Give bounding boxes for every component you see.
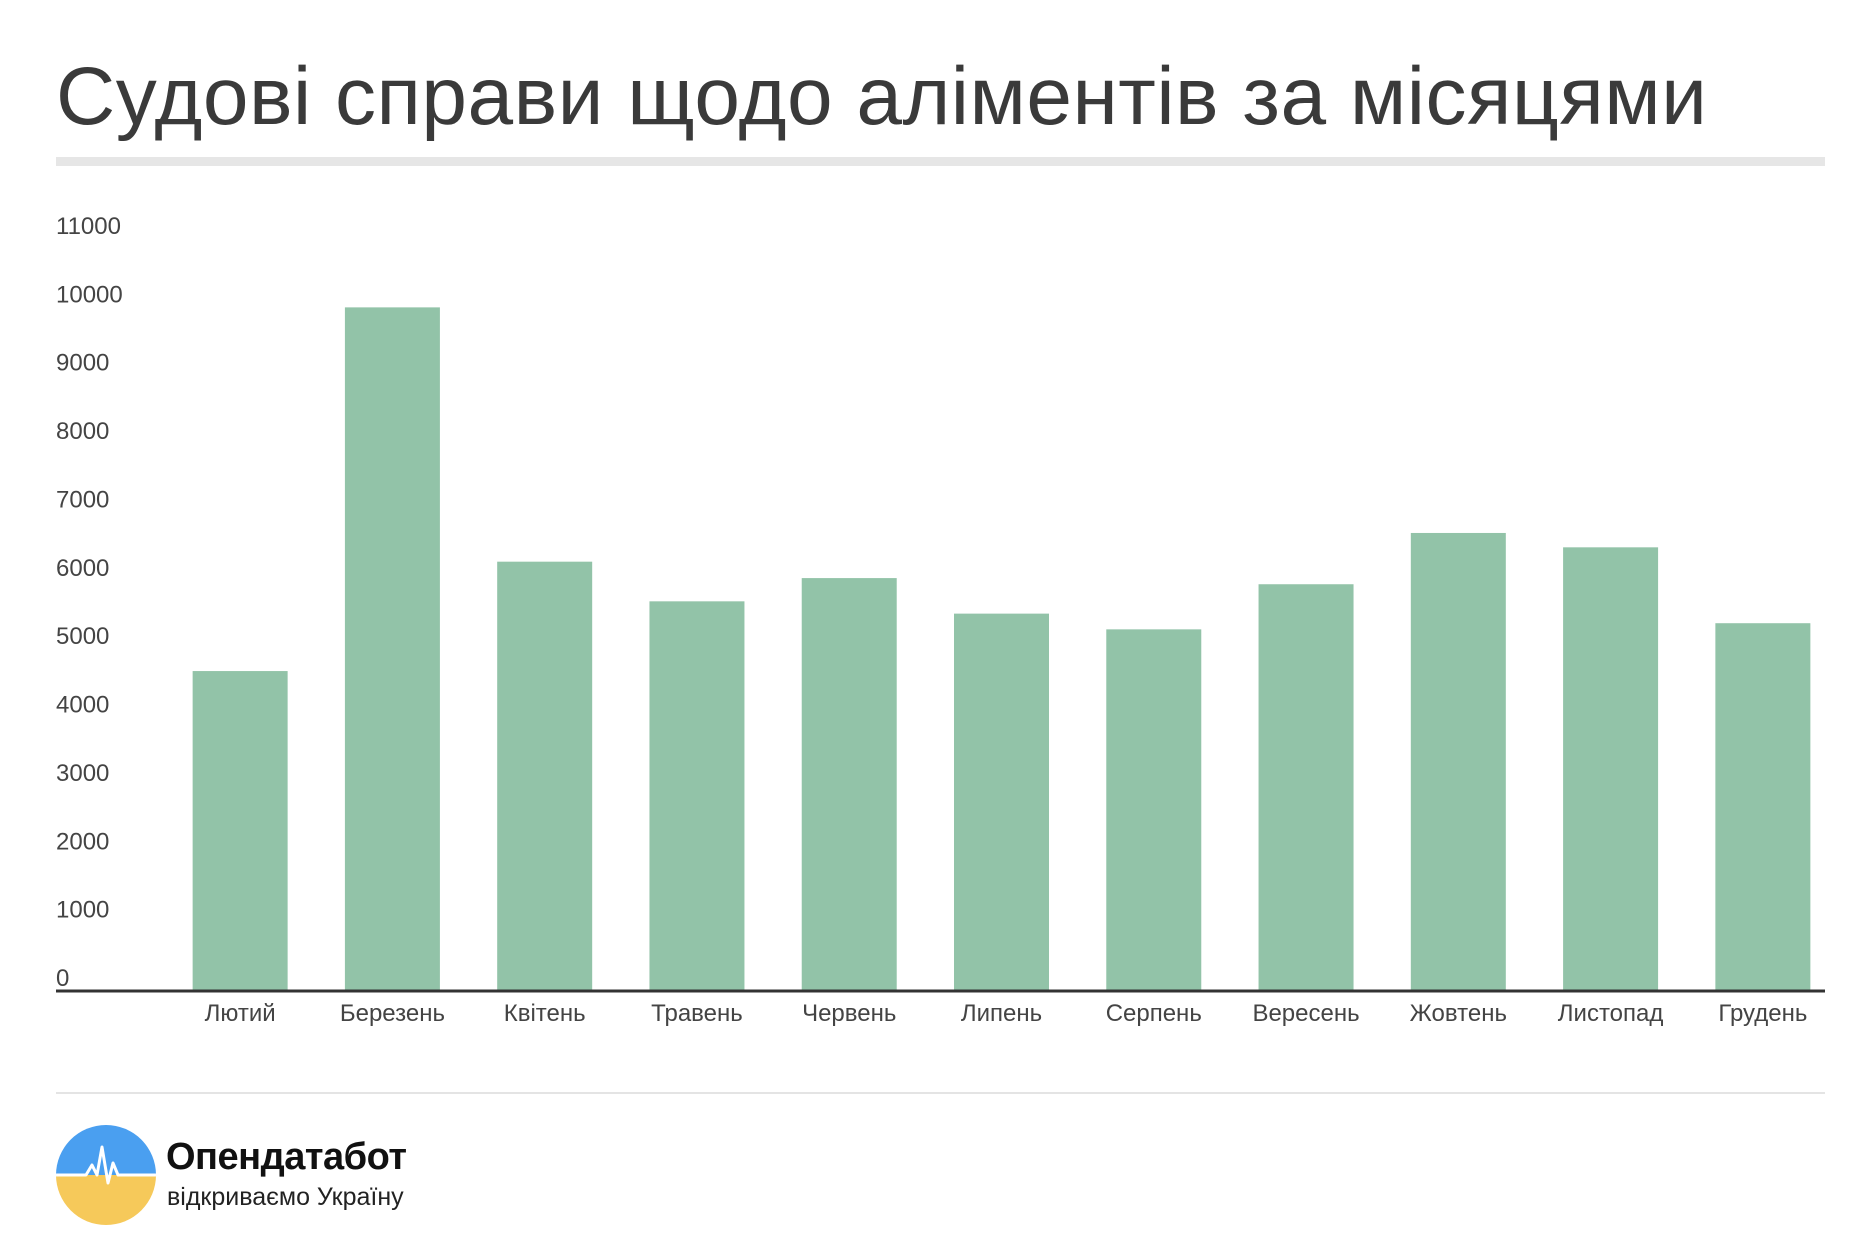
bar-chart: 0 1000 2000 3000 4000 5000 6000 7000 8000 9000 100… (56, 213, 1825, 1027)
bar (192, 671, 288, 991)
x-tick-label: Червень (802, 1000, 896, 1027)
opendatabot-logo-icon (56, 1125, 156, 1225)
y-tick-label: 2000 (56, 828, 109, 855)
x-tick-label: Лютий (205, 1000, 276, 1027)
y-tick-label: 0 (56, 965, 69, 992)
bar (1715, 623, 1811, 991)
y-tick-label: 7000 (56, 486, 109, 513)
bar (649, 601, 745, 991)
opendatabot-logo[interactable]: Опендатабот відкриваємо Україну (56, 1125, 486, 1225)
bar (1410, 532, 1506, 991)
y-tick-label: 11000 (56, 213, 121, 240)
title-divider (56, 157, 1825, 166)
x-tick-label: Грудень (1718, 1000, 1807, 1027)
y-tick-label: 6000 (56, 555, 109, 582)
brand-tagline: відкриваємо Україну (167, 1183, 404, 1211)
y-tick-label: 5000 (56, 623, 109, 650)
y-tick-label: 1000 (56, 897, 109, 924)
footer-divider (56, 1092, 1825, 1094)
y-tick-label: 4000 (56, 692, 109, 719)
y-tick-label: 10000 (56, 281, 123, 308)
brand-name: Опендатабот (166, 1136, 407, 1178)
y-tick-label: 9000 (56, 350, 109, 377)
x-tick-label: Жовтень (1410, 1000, 1507, 1027)
bar (801, 578, 897, 991)
x-tick-label: Липень (961, 1000, 1042, 1027)
y-tick-label: 3000 (56, 760, 109, 787)
y-axis-ticks: 0 1000 2000 3000 4000 5000 6000 7000 8000 9000 100… (56, 213, 123, 992)
bar (497, 561, 593, 991)
bar (954, 613, 1049, 991)
chart-title: Судові справи щодо аліментів за місяцями (56, 51, 1708, 142)
x-tick-label: Вересень (1252, 1000, 1359, 1027)
x-tick-label: Серпень (1106, 1000, 1202, 1027)
x-tick-label: Листопад (1558, 1000, 1664, 1027)
bar (1106, 629, 1202, 991)
x-axis-ticks: Лютий Березень Квітень Травень Червень Липень… (205, 1000, 1808, 1027)
x-tick-label: Березень (340, 1000, 445, 1027)
x-tick-label: Травень (651, 1000, 743, 1027)
y-tick-label: 8000 (56, 418, 109, 445)
bars (192, 307, 1811, 991)
bar (344, 307, 440, 991)
x-tick-label: Квітень (504, 1000, 586, 1027)
bar (1563, 547, 1659, 991)
bar (1258, 584, 1354, 991)
